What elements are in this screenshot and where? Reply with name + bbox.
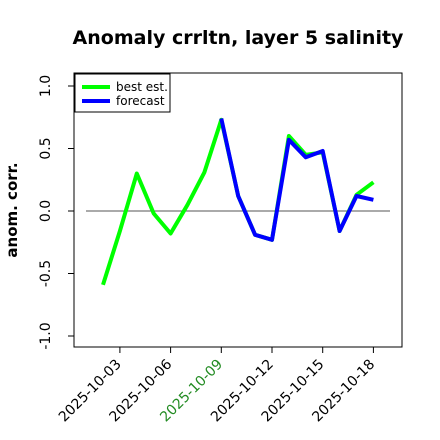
plot-area [73,72,403,348]
legend-label-best-est: best est. [116,80,168,94]
y-axis: -1.0 -0.5 0.0 0.5 1.0 [38,75,74,350]
y-axis-label: anom. corr. [3,162,21,257]
chart-title: Anomaly crrltn, layer 5 salinity [73,27,404,49]
y-tick-label: -0.5 [38,260,54,287]
y-tick-label: 0.5 [38,137,54,159]
legend-box [74,73,171,113]
y-tick-label: 0.0 [38,200,54,222]
y-tick-label: -1.0 [38,322,54,349]
series-lines [101,117,375,286]
legend: best est. forecast [74,73,171,113]
series-line-forecast [219,118,374,242]
y-tick-label: 1.0 [38,75,54,97]
legend-label-forecast: forecast [116,94,165,108]
x-axis: 2025-10-032025-10-062025-10-092025-10-12… [56,347,378,425]
